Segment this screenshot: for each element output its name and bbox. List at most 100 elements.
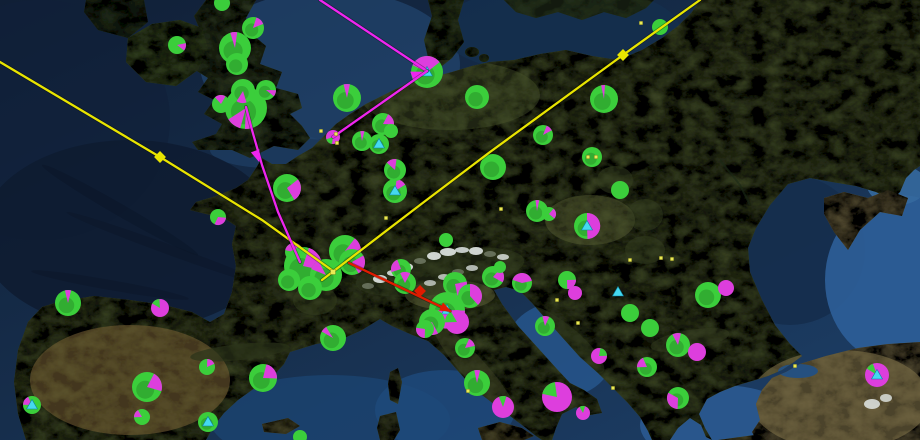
pie-marker[interactable]: [641, 319, 659, 337]
pie-slice: [311, 260, 326, 275]
pie-slice: [672, 333, 681, 345]
pie-slice: [214, 217, 226, 226]
pie-slice: [263, 364, 278, 379]
pie-slice: [230, 32, 238, 48]
pie-inner-shade: [529, 206, 543, 220]
pie-marker[interactable]: [494, 261, 506, 273]
pie-marker[interactable]: [688, 343, 706, 361]
pie-slice: [133, 410, 142, 418]
pie-slice: [416, 327, 425, 338]
pie-slice: [512, 272, 532, 283]
pie-slice: [177, 43, 186, 51]
site-dot-marker[interactable]: [499, 207, 503, 211]
site-dot-marker[interactable]: [586, 155, 590, 159]
site-dot-marker[interactable]: [670, 257, 674, 261]
pie-slice: [253, 17, 264, 28]
site-dot-marker[interactable]: [384, 216, 388, 220]
pie-slice: [866, 363, 877, 375]
pie-inner-shade: [258, 85, 271, 98]
pie-marker[interactable]: [384, 124, 398, 138]
pie-marker[interactable]: [465, 85, 489, 109]
pie-marker[interactable]: [582, 147, 602, 167]
pie-slice: [400, 271, 411, 283]
pie-slice: [587, 212, 601, 239]
pie-inner-shade: [387, 165, 401, 179]
pie-slice: [465, 338, 475, 348]
site-dot-marker[interactable]: [576, 321, 580, 325]
pie-marker[interactable]: [214, 0, 230, 11]
route-arrow-marker: [439, 302, 452, 312]
site-dot-marker[interactable]: [555, 298, 559, 302]
pie-slice: [549, 208, 557, 219]
pie-slice: [444, 311, 457, 323]
pie-slice: [326, 137, 333, 144]
pie-marker[interactable]: [621, 304, 639, 322]
pie-slice: [599, 348, 607, 356]
pie-slice: [470, 284, 482, 305]
route-arrow-marker: [250, 149, 260, 163]
pie-inner-shade: [537, 321, 550, 334]
pie-inner-shade: [467, 377, 484, 394]
pie-slice: [579, 405, 586, 413]
route-line: [0, 60, 335, 273]
site-triangle-marker[interactable]: [580, 219, 594, 231]
pie-marker[interactable]: [611, 181, 629, 199]
pie-marker[interactable]: [298, 276, 322, 300]
pie-slice: [535, 199, 540, 211]
site-dot-marker[interactable]: [594, 155, 598, 159]
landmass: [14, 0, 920, 440]
pie-slice: [636, 357, 647, 368]
site-triangle-marker[interactable]: [870, 368, 884, 380]
site-dot-marker[interactable]: [793, 364, 797, 368]
pie-inner-shade: [669, 339, 684, 355]
site-dot-marker[interactable]: [466, 389, 470, 393]
route-line: [318, 0, 429, 73]
route-line: [331, 69, 429, 139]
pie-marker[interactable]: [293, 430, 307, 440]
route-line: [347, 261, 452, 313]
site-triangle-marker[interactable]: [372, 137, 386, 149]
site-dot-marker[interactable]: [611, 386, 615, 390]
pie-marker[interactable]: [439, 233, 453, 247]
pie-slice: [343, 83, 350, 98]
pie-slice: [244, 108, 251, 130]
site-dot-marker[interactable]: [319, 129, 323, 133]
pie-slice: [543, 125, 552, 135]
pie-slice: [666, 392, 678, 409]
pie-slice: [266, 90, 276, 97]
pie-marker[interactable]: [278, 269, 300, 291]
pie-slice: [236, 91, 247, 104]
pie-marker[interactable]: [568, 286, 582, 300]
pie-marker[interactable]: [718, 280, 734, 296]
pie-inner-shade: [229, 59, 243, 73]
site-triangle-marker[interactable]: [25, 398, 39, 410]
pie-slice: [215, 94, 226, 104]
pie-inner-shade: [336, 92, 354, 109]
pie-slice: [386, 158, 397, 170]
pie-slice: [321, 327, 333, 338]
pie-slice: [228, 108, 246, 129]
pie-marker[interactable]: [695, 282, 721, 308]
pie-marker[interactable]: [226, 53, 248, 75]
pie-inner-shade: [698, 289, 715, 306]
pie-slice: [395, 179, 406, 191]
route-arrow-marker: [410, 71, 424, 81]
site-triangle-marker[interactable]: [611, 285, 625, 297]
pie-inner-shade: [483, 161, 500, 178]
pie-marker[interactable]: [480, 154, 506, 180]
site-dot-marker[interactable]: [335, 141, 339, 145]
pie-slice: [474, 370, 481, 383]
site-dot-marker[interactable]: [330, 269, 336, 275]
pie-slice: [207, 359, 215, 367]
site-dot-marker[interactable]: [334, 132, 338, 136]
pie-slice: [287, 179, 301, 200]
site-dot-marker[interactable]: [659, 256, 663, 260]
pie-slice: [152, 299, 160, 308]
site-dot-marker[interactable]: [639, 21, 643, 25]
site-dot-marker[interactable]: [628, 258, 632, 262]
pie-inner-shade: [593, 93, 611, 110]
site-triangle-marker[interactable]: [388, 184, 402, 196]
site-triangle-marker[interactable]: [201, 415, 215, 427]
